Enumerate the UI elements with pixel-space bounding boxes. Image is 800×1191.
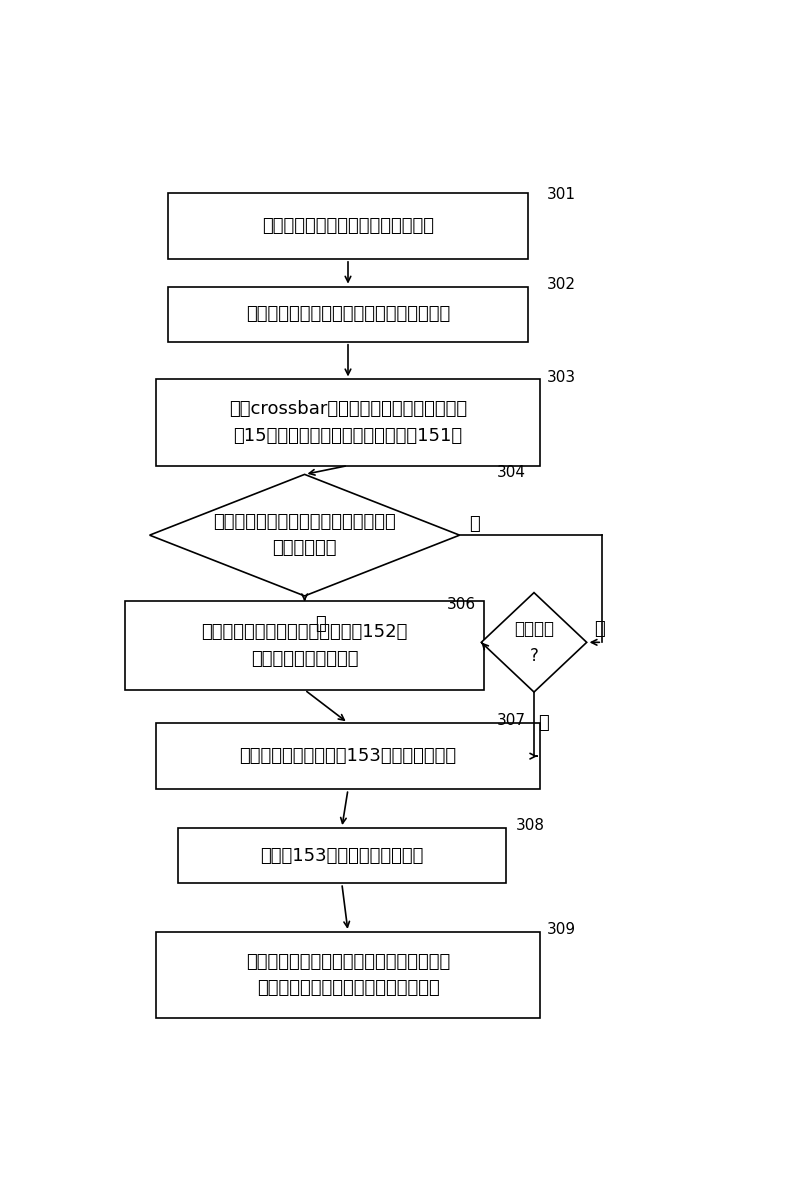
Bar — [168, 287, 528, 342]
Bar — [156, 380, 540, 466]
Bar — [125, 601, 485, 690]
Text: 另一系统所对应的访问数据包是否到达
？并启动计时: 另一系统所对应的访问数据包是否到达 ？并启动计时 — [214, 513, 396, 557]
Text: 根据对比结果，执行器153删除冗余数据包: 根据对比结果，执行器153删除冗余数据包 — [239, 747, 457, 765]
Text: 306: 306 — [447, 597, 476, 612]
Text: 302: 302 — [546, 276, 575, 292]
Text: 数据包准备好之后，在同步比较器152中
进行访问数据包的对比: 数据包准备好之后，在同步比较器152中 进行访问数据包的对比 — [202, 623, 408, 668]
Bar — [156, 931, 540, 1018]
Text: 307: 307 — [497, 713, 526, 728]
Text: 定时已到
?: 定时已到 ? — [514, 621, 554, 665]
Bar — [156, 723, 540, 790]
Text: 系统上电初始化，两系统均进行自检: 系统上电初始化，两系统均进行自检 — [262, 217, 434, 235]
Text: 303: 303 — [546, 369, 575, 385]
Text: 执行器153将另一个数据包输出: 执行器153将另一个数据包输出 — [260, 847, 423, 865]
Text: 是: 是 — [538, 713, 549, 732]
Bar — [168, 193, 528, 258]
Text: 309: 309 — [546, 922, 575, 937]
Text: 否: 否 — [594, 621, 605, 638]
Text: 否: 否 — [469, 516, 480, 534]
Polygon shape — [150, 474, 459, 596]
Polygon shape — [482, 593, 586, 692]
Text: 304: 304 — [497, 464, 526, 480]
Text: 是: 是 — [314, 615, 326, 632]
Text: 从存储器中调用应用软件，以锁步模式运行: 从存储器中调用应用软件，以锁步模式运行 — [246, 305, 450, 323]
Text: 308: 308 — [515, 818, 545, 834]
Text: 来自crossbar的访问数据包到达检查控制单
元15时，将访问数据包存储于缓冲器151中: 来自crossbar的访问数据包到达检查控制单 元15时，将访问数据包存储于缓冲… — [229, 400, 467, 444]
Text: 301: 301 — [546, 187, 575, 202]
Bar — [178, 828, 506, 884]
Text: 访问的设备对比做出响应，该响应同样经过
检查控制单元将访问相应送至两个系统: 访问的设备对比做出响应，该响应同样经过 检查控制单元将访问相应送至两个系统 — [246, 953, 450, 997]
